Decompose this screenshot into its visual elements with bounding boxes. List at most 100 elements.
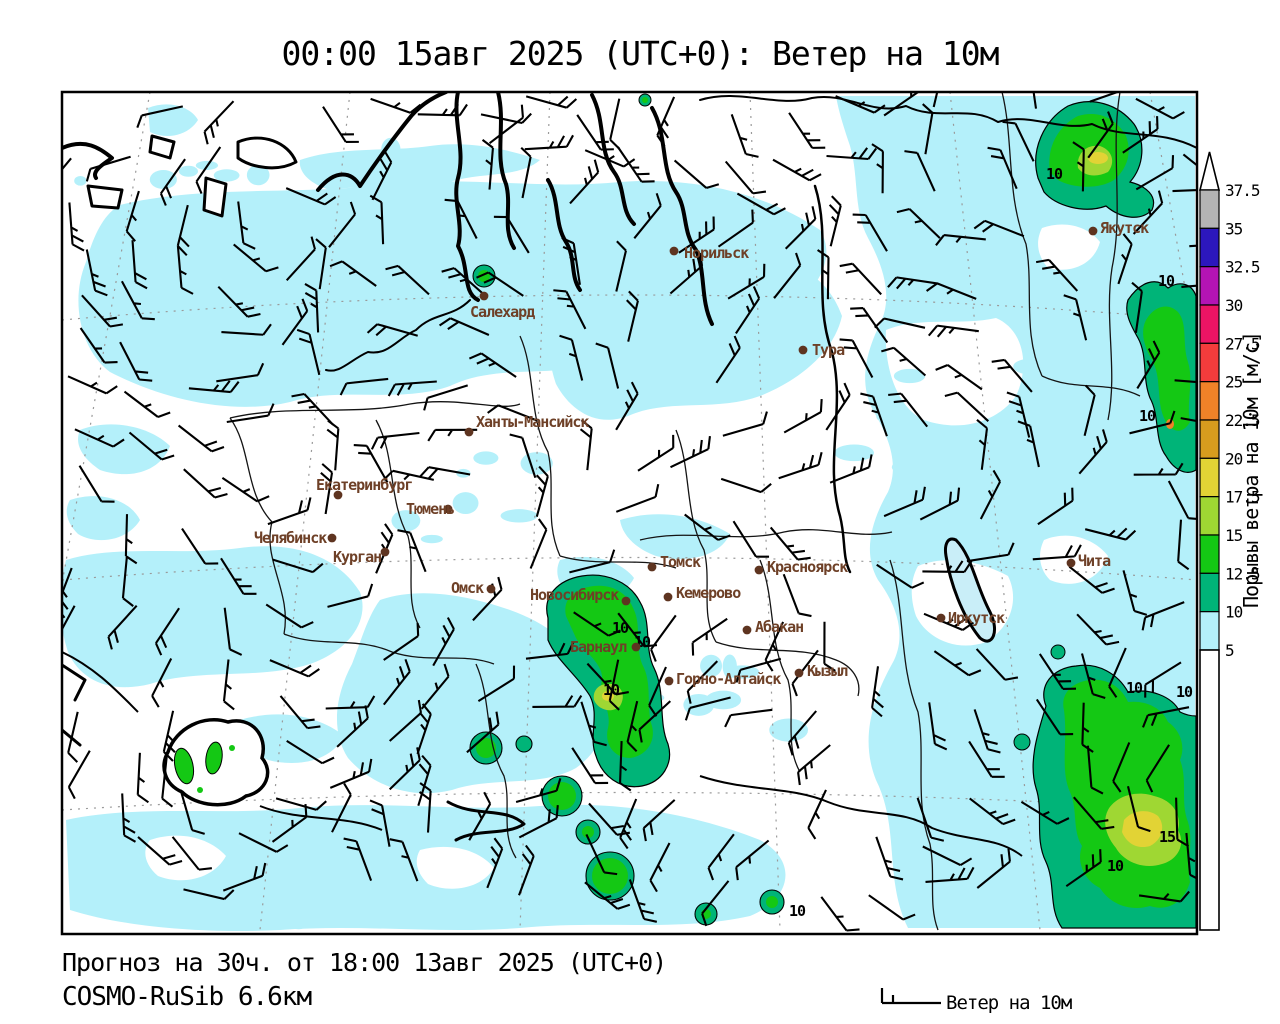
wind-barb <box>887 276 939 290</box>
wind-barb <box>1126 785 1151 833</box>
wind-barb <box>285 187 337 206</box>
wind-barb <box>1072 141 1085 192</box>
wind-barb <box>509 433 537 479</box>
wind-barb <box>339 377 389 396</box>
wind-barb <box>176 204 190 257</box>
wind-barb <box>637 434 675 472</box>
wind-barb <box>328 201 357 248</box>
wind-barb <box>285 236 316 282</box>
wind-barb <box>369 194 385 245</box>
wind-barb <box>883 486 926 518</box>
contour-label: 10 <box>1126 679 1143 697</box>
wind-barb <box>922 103 934 155</box>
colorbar-tick-label: 12.5 <box>1225 564 1260 583</box>
city-dot <box>621 596 631 606</box>
wind-barb <box>966 542 1015 563</box>
colorbar-segment <box>1199 457 1220 498</box>
wind-barb <box>281 298 309 346</box>
wind-barb <box>1122 116 1159 154</box>
wind-barb <box>1112 742 1131 793</box>
wind-barb <box>385 264 430 296</box>
wind-barb <box>1117 233 1133 285</box>
gust-cells-south <box>469 731 785 926</box>
city-marker: Якутск <box>1088 219 1150 237</box>
city-dot <box>794 668 804 678</box>
city-label: Тюмень <box>406 500 454 518</box>
wind-barb <box>569 159 600 205</box>
wind-barb <box>176 245 194 295</box>
colorbar-tick-label: 5 <box>1225 641 1234 660</box>
wind-barb <box>975 648 1019 681</box>
wind-barb <box>730 114 759 158</box>
wind-barb <box>520 147 532 199</box>
city-marker: Норильск <box>669 244 750 262</box>
wind-barb <box>1136 340 1161 389</box>
forecast-info: Прогноз на 30ч. от 18:00 13авг 2025 (UTC… <box>62 948 667 977</box>
wind-barb <box>828 195 842 247</box>
wind-barb <box>188 380 240 394</box>
wind-barb <box>220 557 257 595</box>
gust-cell-core <box>592 858 628 894</box>
city-marker: Кызыл <box>794 662 849 680</box>
wind-barb <box>222 862 267 892</box>
wind-barb <box>1035 698 1074 736</box>
wind-barb <box>874 317 926 329</box>
city-marker: Тура <box>798 341 846 359</box>
wind-barb <box>1086 745 1104 795</box>
wind-barb <box>269 659 320 678</box>
wind-barb <box>1073 796 1115 830</box>
wind-barb <box>67 711 79 763</box>
wind-barb <box>588 802 631 836</box>
wind-barb <box>131 240 148 290</box>
wind-barb <box>279 695 321 730</box>
wind-barb-legend: Ветер на 10м <box>860 980 1200 1020</box>
colorbar-segment <box>1199 534 1220 574</box>
wind-barb <box>876 563 925 589</box>
wind-barb <box>919 487 961 521</box>
wind-barb <box>125 190 140 242</box>
wind-barb <box>922 845 973 867</box>
colorbar-tick-label: 35 <box>1225 219 1243 238</box>
wind-barb <box>735 286 761 334</box>
wind-barb <box>532 695 583 708</box>
gust-cell-core <box>548 782 576 810</box>
wind-barb <box>684 696 731 721</box>
city-dot <box>479 291 489 301</box>
colorbar-tick-label: 22.5 <box>1225 411 1260 430</box>
wind-barb <box>881 346 927 377</box>
wind-barb <box>585 833 618 876</box>
city-label: Горно-Алтайск <box>676 670 781 688</box>
wind-barb <box>608 659 620 711</box>
wind-barb <box>181 528 219 565</box>
map-title: 00:00 15авг 2025 (UTC+0): Ветер на 10м <box>281 34 1000 73</box>
wind-barb <box>81 294 124 328</box>
wind-barb <box>85 249 108 297</box>
wind-barb <box>487 404 538 422</box>
region-borders <box>229 92 1141 931</box>
gust-speckle <box>893 368 926 384</box>
wind-barb <box>370 97 422 114</box>
wind-barb <box>233 243 279 273</box>
wind-barb <box>991 358 1033 393</box>
wind-barb <box>825 382 851 431</box>
wind-barb <box>325 695 376 710</box>
wind-barb <box>217 285 261 318</box>
wind-barb <box>580 701 607 747</box>
wind-barb <box>626 700 639 753</box>
wind-barb <box>835 95 886 114</box>
legend-label: Ветер на 10м <box>946 992 1072 1014</box>
gust-speckle <box>769 718 809 742</box>
colorbar-segment <box>1199 189 1220 229</box>
wind-barb <box>817 249 830 300</box>
colorbar-segment <box>1199 266 1220 306</box>
wind-barb <box>904 150 936 192</box>
wind-barb <box>1083 384 1096 436</box>
wind-barb <box>1002 120 1035 162</box>
wind-barb <box>1063 294 1088 341</box>
city-dot <box>647 562 657 572</box>
wind-barb <box>237 201 256 250</box>
wind-barb <box>626 290 639 342</box>
wind-barb <box>868 894 916 921</box>
colorbar-tick-label: 27.5 <box>1225 334 1260 353</box>
contour-label: 10 <box>1046 165 1063 183</box>
